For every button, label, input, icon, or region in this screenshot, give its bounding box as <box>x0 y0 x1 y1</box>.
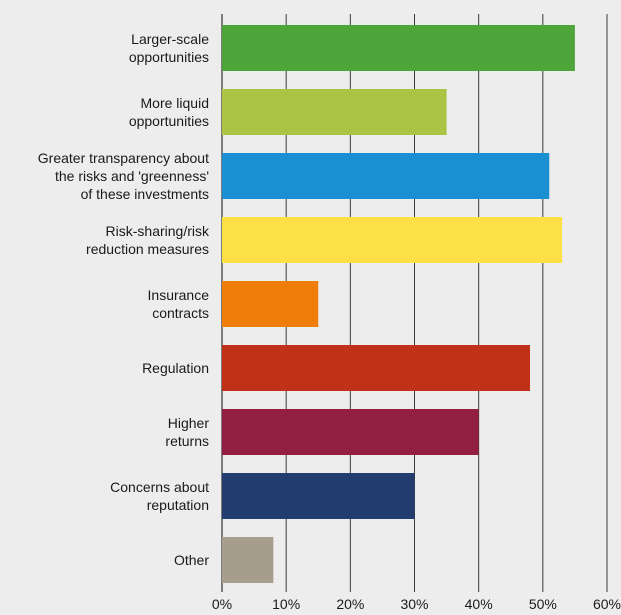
bar <box>222 153 550 199</box>
category-label: Risk-sharing/risk reduction measures <box>86 223 210 257</box>
category-label-line: More liquid <box>141 95 209 111</box>
category-label-line: Larger-scale <box>131 31 209 47</box>
x-axis-tick-labels: 0% 10% 20% 30% 40% 50% 60% <box>212 596 621 612</box>
category-label-line: returns <box>165 433 209 449</box>
category-label: Other <box>174 552 209 568</box>
bar <box>222 537 274 583</box>
category-label-line: Insurance <box>148 287 210 303</box>
category-label-line: Risk-sharing/risk <box>106 223 210 239</box>
x-tick-label: 20% <box>336 596 364 612</box>
category-label: Higher returns <box>165 415 209 449</box>
bar <box>222 281 319 327</box>
category-label-line: Higher <box>168 415 210 431</box>
category-label: Insurance contracts <box>148 287 210 321</box>
category-label: Concerns about reputation <box>110 479 209 513</box>
bar <box>222 89 447 135</box>
category-label: Larger-scale opportunities <box>129 31 209 65</box>
x-tick-label: 40% <box>465 596 493 612</box>
category-label: Greater transparency about the risks and … <box>38 150 209 202</box>
category-label-line: Concerns about <box>110 479 209 495</box>
x-tick-label: 30% <box>400 596 428 612</box>
category-label: More liquid opportunities <box>129 95 209 129</box>
category-label-line: Other <box>174 552 209 568</box>
category-label-line: contracts <box>152 305 209 321</box>
bar <box>222 473 415 519</box>
x-tick-label: 0% <box>212 596 232 612</box>
category-label: Regulation <box>142 360 209 376</box>
category-label-line: opportunities <box>129 49 209 65</box>
category-label-line: Regulation <box>142 360 209 376</box>
x-tick-label: 10% <box>272 596 300 612</box>
category-label-line: opportunities <box>129 113 209 129</box>
category-label-line: of these investments <box>81 186 209 202</box>
category-label-line: reputation <box>147 497 209 513</box>
bars <box>222 25 575 583</box>
category-labels: Larger-scale opportunities More liquid oppo… <box>38 31 210 568</box>
x-tick-label: 50% <box>529 596 557 612</box>
x-tick-label: 60% <box>593 596 621 612</box>
category-label-line: reduction measures <box>86 241 209 257</box>
bar <box>222 25 575 71</box>
bar <box>222 345 530 391</box>
bar <box>222 217 563 263</box>
bar <box>222 409 479 455</box>
category-label-line: the risks and 'greenness' <box>55 168 209 184</box>
category-label-line: Greater transparency about <box>38 150 209 166</box>
